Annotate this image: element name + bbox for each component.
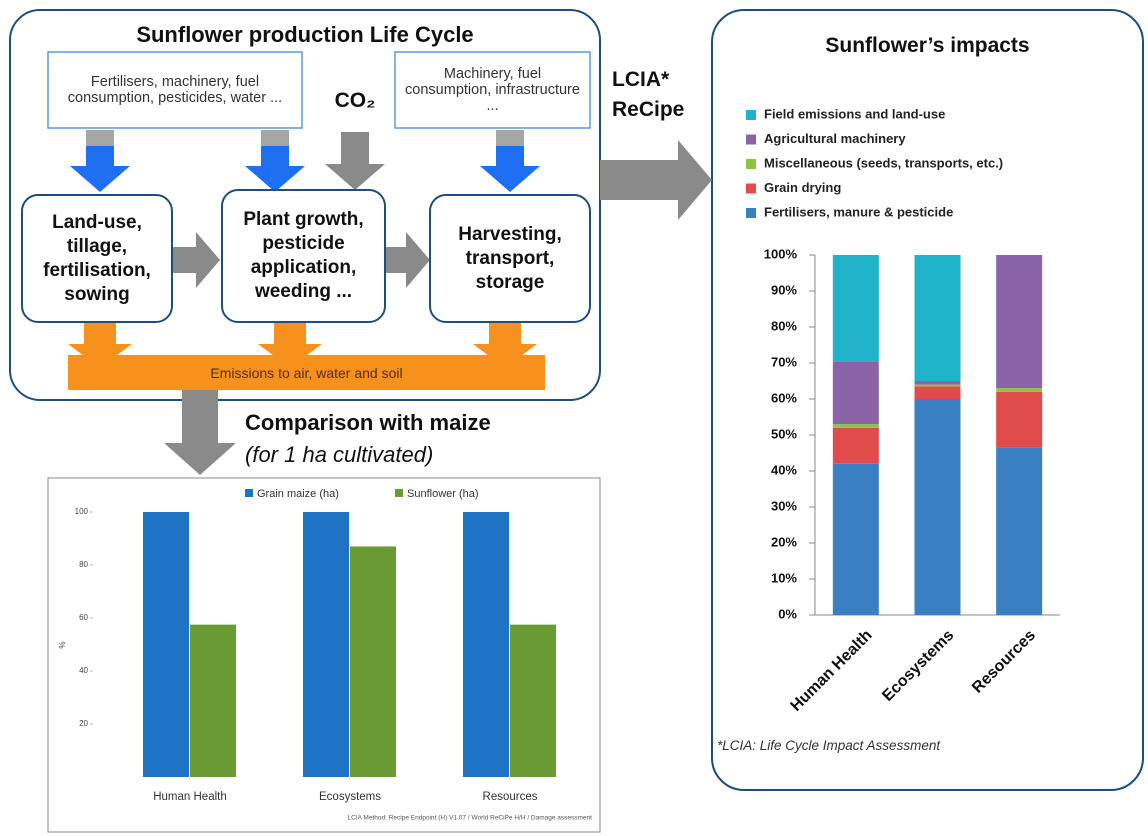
bar-segment <box>914 381 961 385</box>
legend-label: Field emissions and land-use <box>764 106 945 121</box>
y-tick-label: 80% <box>771 318 797 333</box>
arrow <box>68 322 132 368</box>
bar <box>303 512 349 777</box>
process-label: Land-use, tillage, fertilisation, sowing <box>43 211 151 305</box>
bar-segment <box>832 361 879 425</box>
arrow <box>70 146 130 192</box>
chart-note: LCIA Method: Recipe Endpoint (H) V1.07 /… <box>348 815 593 822</box>
legend-swatch <box>395 489 403 497</box>
arrow-stem <box>86 130 114 148</box>
y-tick-label: 0% <box>778 606 797 621</box>
title: Sunflower production Life Cycle <box>136 22 474 47</box>
bar-segment <box>832 427 879 464</box>
bar-segment <box>832 463 879 615</box>
process-box <box>221 189 386 323</box>
y-tick-label: 40% <box>771 462 797 477</box>
legend-label: Grain maize (ha) <box>257 488 339 500</box>
legend-label: Sunflower (ha) <box>407 488 479 500</box>
bar-segment <box>914 399 961 615</box>
process-label: Harvesting, transport, storage <box>458 223 562 293</box>
arrow <box>245 146 305 192</box>
input-box <box>47 51 303 129</box>
y-tick-label: 80 <box>79 560 88 569</box>
footnote: *LCIA: Life Cycle Impact Assessment <box>717 737 941 753</box>
bar-segment <box>996 255 1043 389</box>
legend-label: Grain drying <box>764 180 841 195</box>
y-tick-label: 50% <box>771 426 797 441</box>
arrow <box>172 232 220 288</box>
process-box <box>429 194 591 323</box>
y-tick-label: 100 <box>75 507 89 516</box>
input-label: Fertilisers, machinery, fuel consumption… <box>67 74 283 106</box>
bar <box>463 512 509 777</box>
y-tick-label: 30% <box>771 498 797 513</box>
input-label: Machinery, fuel consumption, infrastruct… <box>405 66 580 114</box>
x-tick-label: Human Health <box>153 791 227 803</box>
arrow <box>164 390 236 475</box>
y-tick-label: 20% <box>771 534 797 549</box>
y-tick-label: 70% <box>771 354 797 369</box>
bar-segment <box>832 424 879 428</box>
y-tick-label: 20 <box>79 719 88 728</box>
bar-segment <box>996 388 1043 392</box>
emissions-bar <box>68 355 545 390</box>
legend-swatch <box>245 489 253 497</box>
arrow <box>480 146 540 192</box>
method-label: LCIA* <box>612 68 670 91</box>
y-tick-label: 40 <box>79 666 88 675</box>
y-tick-label: 90% <box>771 282 797 297</box>
process-label: Plant growth, pesticide application, wee… <box>243 209 364 302</box>
arrow <box>600 140 712 220</box>
legend-label: Agricultural machinery <box>764 131 906 146</box>
arrow-stem <box>261 130 289 148</box>
y-axis-label: % <box>58 641 67 648</box>
legend-label: Fertilisers, manure & pesticide <box>764 204 953 219</box>
co2-label: CO₂ <box>334 89 376 112</box>
comparison-subtitle: (for 1 ha cultivated) <box>245 442 434 467</box>
arrow <box>258 322 322 368</box>
legend-swatch <box>746 110 756 120</box>
y-tick-label: 60% <box>771 390 797 405</box>
y-tick-label: 60 <box>79 613 88 622</box>
legend-swatch <box>746 183 756 194</box>
x-tick-label: Resources <box>483 791 538 803</box>
impacts-title: Sunflower’s impacts <box>825 34 1030 57</box>
bar-segment <box>996 447 1043 615</box>
comparison-title: Comparison with maize <box>245 410 491 435</box>
arrow <box>473 322 537 368</box>
process-box <box>21 194 173 323</box>
arrow-stem <box>496 130 524 148</box>
legend-swatch <box>746 134 756 145</box>
bar <box>350 546 396 777</box>
legend-label: Miscellaneous (seeds, transports, etc.) <box>764 155 1003 170</box>
arrow <box>325 132 385 190</box>
input-box <box>394 51 591 129</box>
bar <box>510 624 556 777</box>
bar <box>190 624 236 777</box>
x-tick-label: Ecosystems <box>319 791 381 803</box>
bar-segment <box>914 255 961 381</box>
arrow <box>385 232 430 288</box>
y-tick-label: 10% <box>771 570 797 585</box>
bar-segment <box>914 386 961 399</box>
bar-segment <box>914 384 961 387</box>
bar <box>143 512 189 777</box>
method-label: ReCipe <box>612 98 685 121</box>
legend-swatch <box>746 208 756 218</box>
legend-swatch <box>746 159 756 169</box>
bar-segment <box>832 255 879 362</box>
emissions-label: Emissions to air, water and soil <box>210 364 403 381</box>
bar-segment <box>996 391 1043 448</box>
y-tick-label: 100% <box>764 246 798 261</box>
